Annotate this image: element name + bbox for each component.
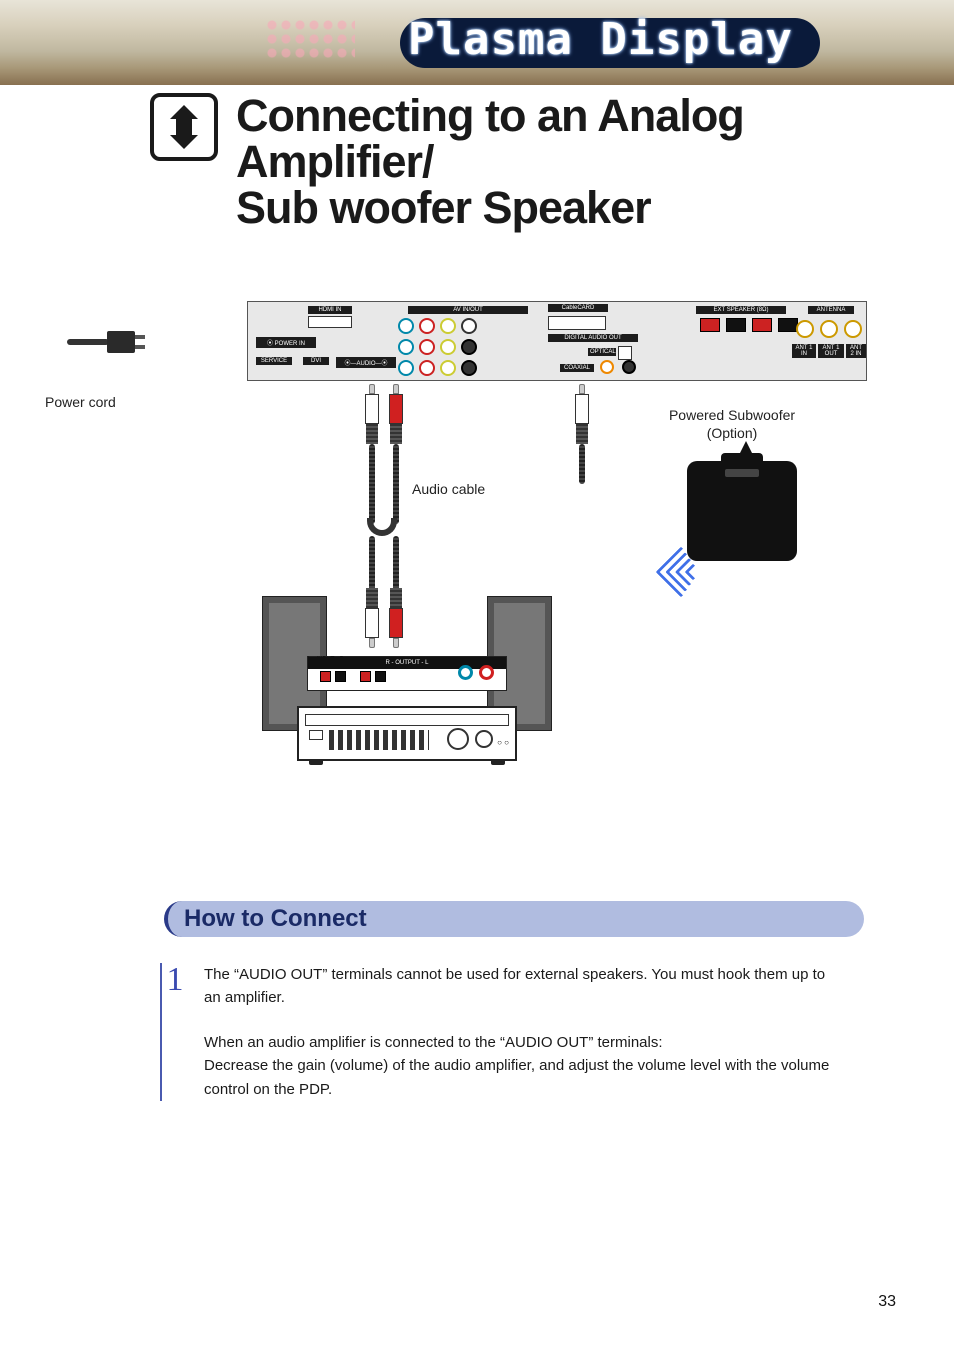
audio-cable-label: Audio cable [412, 481, 485, 497]
step-body: The “AUDIO OUT” terminals cannot be used… [204, 963, 844, 1101]
connection-icon [150, 93, 218, 161]
amp-output-label: R - OUTPUT - L [386, 660, 429, 666]
power-cord-label: Power cord [45, 394, 116, 410]
amp-input-jacks [458, 665, 494, 680]
page-number: 33 [878, 1293, 896, 1311]
audio-cable-right [393, 444, 399, 524]
step-para-2: When an audio amplifier is connected to … [204, 1031, 844, 1101]
rca-plug-white-bottom [365, 588, 379, 648]
audio-cable-left-2 [369, 536, 375, 592]
tv-rear-panel: HDMI IN ⦿ POWER IN SERVICE DVI ⦿—AUDIO—⦿… [247, 301, 867, 381]
sub-cable [579, 444, 585, 484]
powered-subwoofer-label: Powered Subwoofer (Option) [637, 406, 827, 442]
step-para-1: The “AUDIO OUT” terminals cannot be used… [204, 963, 844, 1010]
step-1: 1 The “AUDIO OUT” terminals cannot be us… [160, 963, 864, 1101]
how-to-connect-heading-pill: How to Connect [164, 901, 864, 937]
rca-plug-red-top [389, 384, 403, 444]
page-title: Connecting to an Analog Amplifier/ Sub w… [236, 93, 874, 231]
step-number: 1 [164, 963, 186, 1101]
brand-text: Plasma Display [408, 14, 793, 65]
step-para-2b: Decrease the gain (volume) of the audio … [204, 1057, 829, 1097]
subwoofer-icon [687, 461, 797, 561]
rca-plug-red-bottom [389, 588, 403, 648]
power-plug-icon [67, 321, 137, 361]
powered-subwoofer-label-2: (Option) [707, 425, 758, 441]
audio-cable-left [369, 444, 375, 524]
connection-diagram: HDMI IN ⦿ POWER IN SERVICE DVI ⦿—AUDIO—⦿… [67, 286, 887, 816]
audio-cable-loop [367, 518, 397, 536]
how-to-connect-section: How to Connect 1 The “AUDIO OUT” termina… [164, 901, 864, 1101]
page-title-line-2: Sub woofer Speaker [236, 185, 874, 231]
powered-subwoofer-label-1: Powered Subwoofer [669, 407, 795, 423]
how-to-connect-heading: How to Connect [184, 905, 367, 933]
step-para-2a: When an audio amplifier is connected to … [204, 1034, 663, 1051]
rca-plug-white-top [365, 384, 379, 444]
page-title-row: Connecting to an Analog Amplifier/ Sub w… [0, 85, 954, 231]
amplifier-front: ○ ○ [297, 706, 517, 761]
header-band: Plasma Display [0, 0, 954, 85]
rca-plug-sub [575, 384, 589, 444]
page-title-line-1: Connecting to an Analog Amplifier/ [236, 93, 874, 185]
amplifier-rear: R - OUTPUT - L L - INPUT - R [307, 656, 507, 691]
audio-cable-right-2 [393, 536, 399, 592]
